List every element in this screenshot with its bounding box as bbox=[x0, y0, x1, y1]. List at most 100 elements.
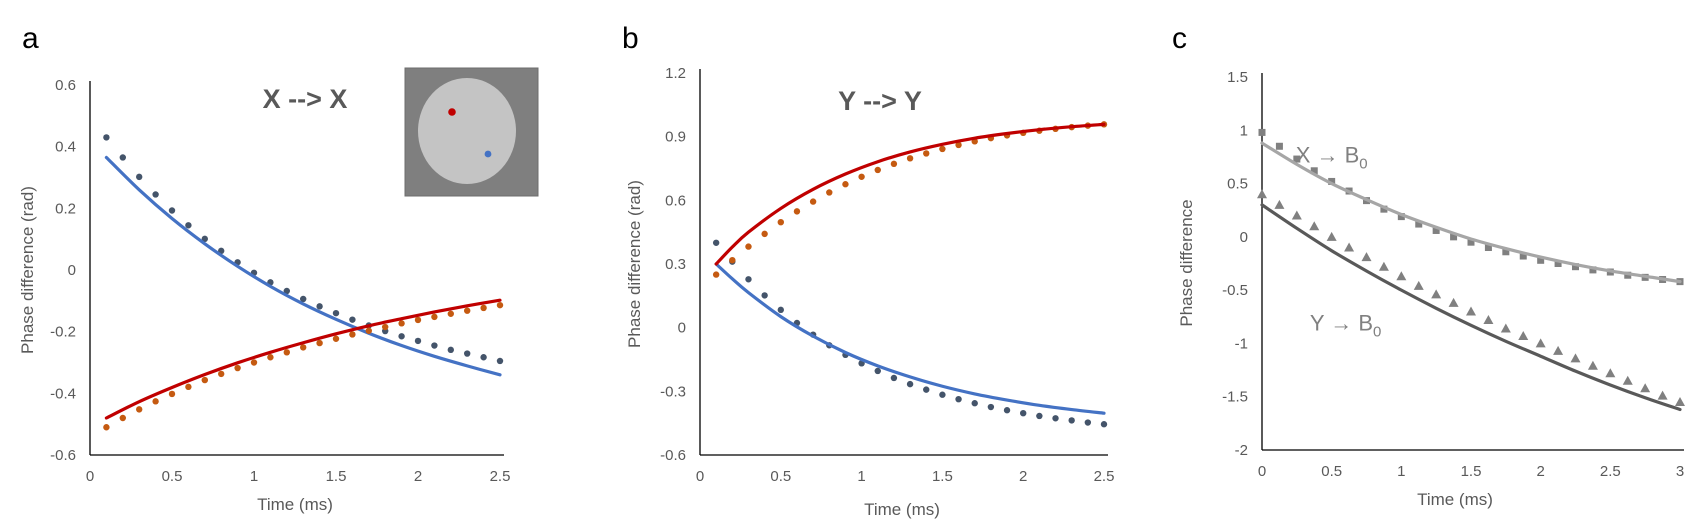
data-point bbox=[1309, 221, 1320, 231]
data-point bbox=[1553, 345, 1564, 355]
x-tick-label: 1.5 bbox=[326, 468, 347, 485]
y-tick-label: -0.6 bbox=[50, 447, 76, 464]
x-tick-label: 1 bbox=[250, 468, 258, 485]
data-point bbox=[1483, 314, 1494, 324]
data-point bbox=[316, 303, 323, 310]
data-point bbox=[414, 316, 422, 324]
data-point bbox=[1274, 199, 1285, 209]
data-point bbox=[103, 134, 110, 141]
panel-label: c bbox=[1172, 22, 1187, 55]
y-tick-label: 0 bbox=[1240, 229, 1248, 246]
data-point bbox=[283, 287, 290, 295]
annotation-subscript: 0 bbox=[1359, 155, 1367, 172]
data-point bbox=[809, 198, 817, 205]
data-point bbox=[1450, 233, 1458, 241]
data-point bbox=[464, 350, 471, 357]
data-point bbox=[1275, 142, 1283, 150]
series-red-measured bbox=[712, 121, 1108, 278]
inset-image bbox=[404, 67, 539, 197]
data-point bbox=[136, 406, 143, 413]
data-point bbox=[1415, 220, 1423, 228]
y-tick-label: 0.9 bbox=[665, 129, 686, 146]
data-point bbox=[745, 276, 752, 283]
data-point bbox=[168, 207, 176, 214]
data-point bbox=[496, 357, 504, 365]
data-point bbox=[890, 160, 898, 168]
y-tick-label: 0.6 bbox=[55, 77, 76, 94]
data-point bbox=[152, 398, 159, 405]
data-point bbox=[1500, 323, 1511, 333]
x-tick-label: 0 bbox=[86, 468, 94, 485]
data-point bbox=[1467, 238, 1475, 246]
data-point bbox=[1361, 252, 1372, 262]
data-point bbox=[1589, 266, 1597, 274]
data-point bbox=[447, 310, 454, 317]
data-point bbox=[316, 339, 323, 347]
x-tick-label: 0.5 bbox=[770, 468, 791, 485]
y-tick-label: -1 bbox=[1235, 335, 1248, 352]
data-point bbox=[1640, 383, 1651, 393]
series-blue-fit bbox=[104, 155, 502, 377]
data-point bbox=[1431, 289, 1442, 299]
annotation-label: X → B0 bbox=[1296, 142, 1368, 172]
data-point bbox=[1310, 167, 1318, 175]
fit-line bbox=[714, 122, 1106, 266]
data-point bbox=[826, 189, 833, 196]
annotation-subscript: 0 bbox=[1373, 324, 1381, 341]
x-tick-label: 2.5 bbox=[1094, 468, 1115, 485]
data-point bbox=[300, 344, 307, 351]
x-tick-label: 1.5 bbox=[932, 468, 953, 485]
data-point bbox=[874, 166, 881, 174]
data-point bbox=[923, 150, 930, 157]
data-point bbox=[382, 323, 389, 331]
x-tick-label: 1.5 bbox=[1461, 463, 1482, 480]
data-point bbox=[777, 218, 784, 226]
data-point bbox=[1380, 205, 1388, 213]
x-tick-label: 2 bbox=[414, 468, 422, 485]
data-point bbox=[201, 376, 208, 384]
chart-title: Y --> Y bbox=[838, 86, 922, 116]
y-tick-label: -0.5 bbox=[1222, 282, 1248, 299]
data-point bbox=[185, 222, 192, 229]
data-point bbox=[1100, 421, 1108, 428]
data-point bbox=[168, 390, 176, 398]
data-point bbox=[729, 256, 736, 264]
data-point bbox=[955, 141, 962, 149]
fit-line bbox=[1260, 203, 1682, 412]
data-point bbox=[464, 307, 471, 314]
x-tick-label: 2 bbox=[1019, 468, 1027, 485]
y-tick-label: 1 bbox=[1240, 122, 1248, 139]
fit-line bbox=[104, 155, 502, 377]
data-point bbox=[1084, 419, 1092, 426]
series-red-fit bbox=[104, 298, 502, 420]
inset-red-dot bbox=[448, 108, 456, 116]
y-tick-label: 0.2 bbox=[55, 200, 76, 217]
x-axis-label: Time (ms) bbox=[1417, 490, 1493, 509]
data-point bbox=[185, 383, 192, 391]
fit-line bbox=[714, 262, 1106, 415]
x-tick-label: 0 bbox=[1258, 463, 1266, 480]
data-point bbox=[480, 354, 487, 361]
y-tick-label: 1.5 bbox=[1227, 69, 1248, 86]
data-point bbox=[447, 346, 454, 354]
data-point bbox=[398, 320, 405, 327]
data-point bbox=[939, 391, 946, 398]
series-red-fit bbox=[714, 122, 1106, 266]
panel-a: a 0 0.5 1 1.5 2 2.5 -0.6 -0.4 -0.2 0 0.2 0.4 0.6 Time … bbox=[18, 22, 539, 514]
data-point bbox=[136, 173, 143, 181]
data-point bbox=[1535, 338, 1546, 348]
y-tick-label: -0.6 bbox=[660, 447, 686, 464]
panel-c: c 0 0.5 1 1.5 2 2.5 3 -2 -1.5 -1 -0.5 0 0.5 1 1.5 Time (… bbox=[1172, 22, 1685, 509]
data-point bbox=[1258, 128, 1266, 136]
data-point bbox=[1396, 271, 1407, 281]
data-point bbox=[1344, 242, 1355, 252]
data-point bbox=[1328, 177, 1336, 185]
y-tick-label: 0.5 bbox=[1227, 176, 1248, 193]
data-point bbox=[1484, 244, 1492, 252]
data-point bbox=[152, 191, 159, 198]
y-tick-label: 0.6 bbox=[665, 192, 686, 209]
data-point bbox=[283, 349, 290, 356]
data-point bbox=[1052, 415, 1059, 422]
panel-label: a bbox=[22, 22, 39, 55]
data-point bbox=[1570, 353, 1581, 363]
